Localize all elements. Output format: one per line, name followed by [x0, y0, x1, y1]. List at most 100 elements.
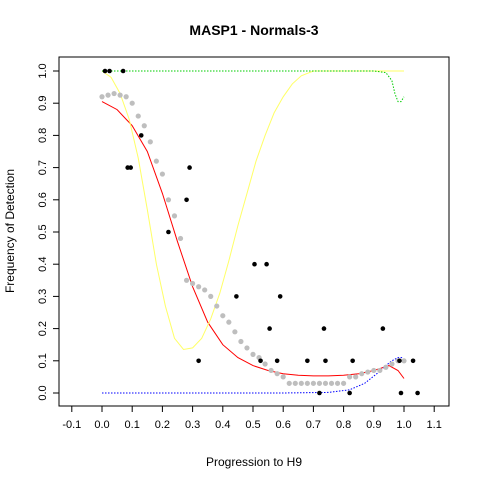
smoothed-point: [274, 371, 280, 377]
blue-dotted-curve: [102, 357, 403, 394]
y-tick-label: 0.3: [37, 289, 49, 304]
smoothed-point: [208, 293, 214, 299]
data-point: [128, 165, 133, 170]
smoothed-point: [371, 367, 377, 374]
data-point: [252, 261, 257, 267]
smoothed-point: [365, 369, 371, 375]
smoothed-point: [353, 374, 359, 380]
y-tick-label: 0.7: [37, 160, 49, 175]
x-tick-label: 0.0: [94, 419, 109, 431]
x-tick-label: 0.9: [366, 419, 381, 431]
x-tick-label: 0.5: [245, 419, 260, 431]
data-point: [187, 165, 192, 170]
smoothed-point: [401, 358, 407, 364]
red-fit-curve: [101, 101, 405, 379]
x-tick-label: 0.2: [155, 419, 170, 431]
data-point: [184, 197, 189, 203]
data-point: [166, 229, 171, 235]
data-point: [277, 294, 283, 299]
smoothed-point: [268, 367, 274, 374]
smoothed-point: [196, 284, 202, 290]
data-point: [305, 358, 310, 364]
smoothed-point: [304, 380, 310, 386]
y-tick-label: 0.6: [37, 192, 49, 207]
x-tick-label: 0.1: [125, 419, 140, 431]
smoothed-point: [347, 374, 353, 380]
smoothed-point: [238, 338, 244, 345]
smoothed-point: [117, 92, 123, 98]
smoothed-point: [377, 367, 383, 374]
y-axis-label: Frequency of Detection: [3, 169, 17, 293]
smoothed-point: [316, 380, 323, 386]
yellow-curve: [101, 70, 404, 351]
data-point: [107, 68, 112, 74]
smoothed-point: [383, 364, 389, 370]
axes-layer: -0.1 0.0 0.1 0.2 0.3 0.4 0.5 0.6 0.7 0.8 0.9 1.0 1.1…: [37, 63, 442, 431]
data-point: [321, 326, 327, 331]
smoothed-point: [202, 287, 208, 293]
y-tick-label: 0.4: [37, 257, 49, 272]
smoothed-point: [177, 235, 184, 242]
smoothed-point: [341, 380, 347, 386]
x-tick-label: 1.0: [396, 419, 411, 431]
data-point: [234, 294, 239, 299]
data-point: [274, 358, 280, 364]
x-tick-label: -0.1: [62, 419, 81, 431]
smoothed-point: [298, 380, 304, 386]
smoothed-points-layer: [99, 90, 407, 386]
data-point: [380, 326, 386, 331]
x-axis-label: Progression to H9: [206, 455, 302, 469]
y-tick-label: 0.1: [37, 353, 49, 368]
smoothed-point: [232, 329, 238, 335]
smoothed-point: [99, 94, 105, 100]
data-point: [317, 390, 322, 396]
green-dotted-curve: [102, 70, 405, 103]
y-tick-label: 0.2: [37, 321, 49, 336]
y-tick-label: 1.0: [37, 63, 49, 78]
smoothed-point: [322, 380, 329, 386]
data-point: [323, 358, 328, 364]
data-point: [398, 390, 404, 396]
data-point: [120, 68, 126, 74]
smoothed-point: [214, 303, 220, 309]
data-point: [415, 390, 420, 396]
smoothed-point: [190, 280, 196, 287]
data-point: [102, 68, 108, 74]
smoothed-point: [165, 197, 172, 203]
smoothed-point: [262, 361, 268, 367]
smoothed-point: [141, 123, 147, 129]
smoothed-point: [286, 380, 292, 386]
smoothed-point: [220, 313, 226, 319]
x-tick-label: 1.1: [427, 419, 442, 431]
data-point: [347, 390, 352, 396]
smoothed-point: [292, 380, 298, 386]
smoothed-point: [153, 158, 159, 164]
smoothed-point: [183, 277, 190, 283]
curves-layer: [101, 70, 405, 394]
smoothed-point: [226, 319, 232, 325]
smoothed-point: [389, 361, 395, 367]
x-tick-label: 0.7: [306, 419, 321, 431]
smoothed-point: [135, 113, 141, 119]
smoothed-point: [244, 345, 250, 351]
smoothed-point: [280, 374, 286, 380]
smoothed-point: [111, 90, 117, 97]
data-point: [267, 326, 272, 331]
x-tick-label: 0.6: [276, 419, 291, 431]
smoothed-point: [147, 139, 153, 145]
x-tick-label: 0.4: [215, 419, 230, 431]
smoothed-point: [123, 94, 129, 100]
smoothed-point: [334, 380, 341, 386]
smoothed-point: [105, 92, 111, 98]
y-tick-label: 0.0: [37, 385, 49, 400]
smoothed-point: [171, 213, 178, 219]
data-point: [138, 133, 144, 138]
data-point: [397, 358, 402, 364]
smoothed-point: [310, 380, 316, 386]
smoothed-point: [129, 100, 135, 106]
smoothed-point: [328, 380, 335, 386]
x-tick-label: 0.8: [336, 419, 351, 431]
x-tick-label: 0.3: [185, 419, 200, 431]
